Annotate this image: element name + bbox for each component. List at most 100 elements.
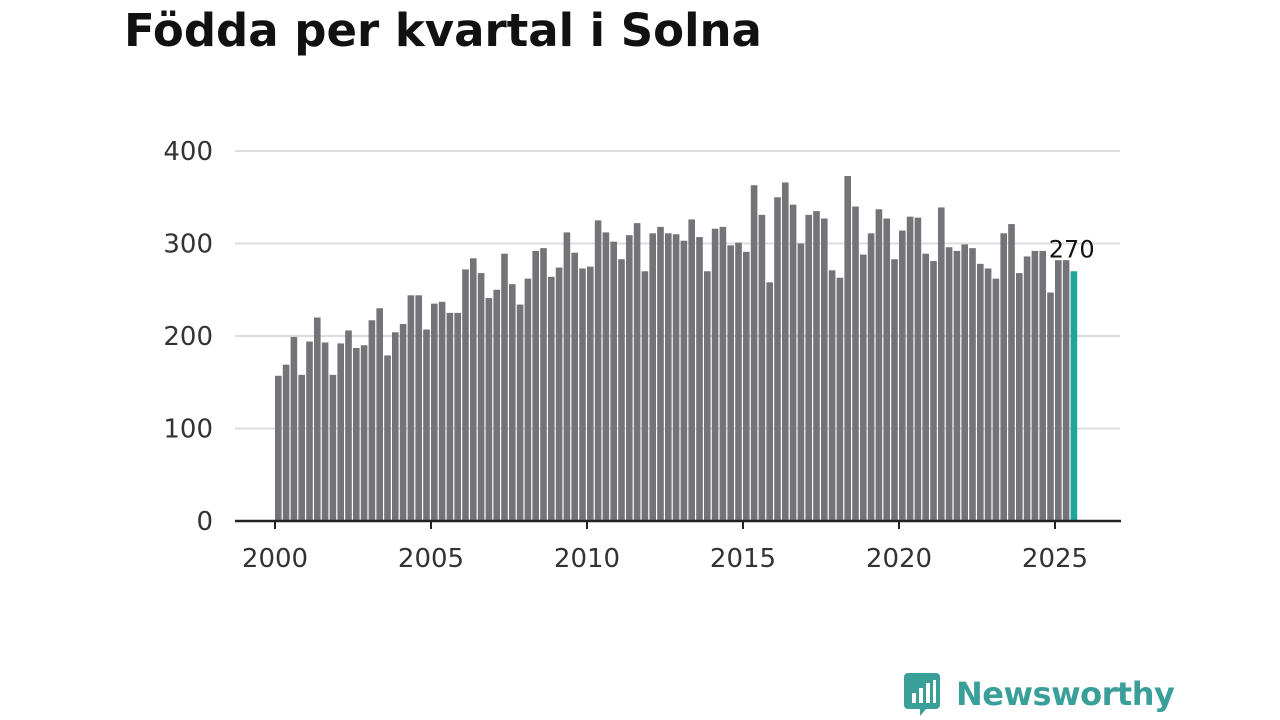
bar bbox=[477, 273, 485, 521]
bar bbox=[1000, 233, 1007, 521]
bar bbox=[532, 250, 539, 521]
bar bbox=[509, 284, 516, 521]
bar bbox=[906, 216, 914, 522]
bar bbox=[797, 243, 805, 521]
bar bbox=[844, 175, 851, 521]
bar bbox=[306, 341, 313, 521]
bar bbox=[399, 323, 407, 521]
y-tick-label: 300 bbox=[163, 230, 213, 260]
bar bbox=[470, 258, 477, 521]
x-axis-ticks: 2000 2005 2010 2015 2020 2025 bbox=[242, 521, 1088, 574]
bar bbox=[501, 253, 508, 522]
bar bbox=[774, 197, 781, 521]
last-value-label: 270 bbox=[1049, 235, 1095, 263]
bar bbox=[493, 289, 500, 521]
bar bbox=[337, 343, 344, 521]
bar bbox=[828, 270, 836, 521]
bar bbox=[1016, 273, 1023, 521]
y-tick-label: 0 bbox=[196, 507, 213, 537]
bar bbox=[782, 182, 789, 521]
x-tick-label: 2020 bbox=[866, 544, 932, 574]
y-axis-ticks: 0 100 200 300 400 bbox=[163, 137, 213, 537]
bar bbox=[852, 206, 859, 521]
newsworthy-logo-icon bbox=[904, 673, 940, 716]
bar bbox=[610, 241, 617, 521]
bar bbox=[376, 308, 383, 521]
bar bbox=[969, 248, 976, 521]
bar bbox=[743, 251, 750, 521]
newsworthy-brand: Newsworthy bbox=[902, 670, 1175, 718]
bar bbox=[321, 342, 329, 521]
bar bbox=[813, 211, 820, 521]
bar bbox=[594, 220, 602, 521]
bar bbox=[1055, 260, 1062, 521]
y-tick-label: 200 bbox=[163, 322, 213, 352]
y-tick-label: 400 bbox=[163, 137, 213, 167]
bar bbox=[540, 248, 547, 521]
bar bbox=[867, 233, 875, 521]
bar bbox=[984, 268, 992, 521]
bar bbox=[524, 278, 532, 521]
bar bbox=[727, 245, 734, 521]
x-tick-label: 2015 bbox=[710, 544, 776, 574]
bar bbox=[945, 247, 953, 521]
x-tick-label: 2025 bbox=[1022, 544, 1088, 574]
bar bbox=[883, 218, 890, 521]
bar bbox=[431, 303, 438, 521]
bar bbox=[360, 345, 368, 521]
chart-title: Födda per kvartal i Solna bbox=[124, 4, 762, 57]
bar bbox=[836, 277, 844, 521]
bar bbox=[719, 226, 727, 521]
bar bbox=[860, 254, 867, 521]
bar bbox=[875, 209, 883, 521]
x-tick-label: 2010 bbox=[554, 544, 620, 574]
bar bbox=[953, 250, 961, 521]
brand-name: Newsworthy bbox=[956, 675, 1175, 713]
bar bbox=[961, 244, 968, 522]
bar bbox=[641, 271, 649, 521]
bar bbox=[914, 217, 922, 521]
bar bbox=[548, 276, 555, 521]
bar bbox=[368, 320, 376, 521]
bar bbox=[282, 364, 290, 521]
bar bbox=[891, 259, 898, 521]
bar bbox=[899, 230, 906, 522]
bar bbox=[446, 312, 454, 521]
bar bbox=[516, 304, 524, 521]
bar bbox=[977, 263, 984, 521]
bar bbox=[704, 271, 711, 521]
bar bbox=[930, 261, 937, 521]
bar bbox=[618, 259, 625, 521]
bar bbox=[392, 332, 399, 521]
bar bbox=[649, 233, 656, 521]
bar bbox=[555, 267, 563, 521]
bar bbox=[633, 223, 641, 521]
bar bbox=[766, 282, 773, 521]
bar bbox=[485, 298, 493, 521]
bar bbox=[290, 336, 298, 521]
bar bbox=[680, 240, 688, 521]
bar bbox=[922, 253, 929, 522]
bar bbox=[1047, 292, 1054, 521]
bars bbox=[275, 175, 1078, 522]
bar bbox=[1008, 224, 1015, 521]
x-tick-label: 2000 bbox=[242, 544, 308, 574]
bar bbox=[805, 214, 812, 521]
bar bbox=[579, 268, 586, 521]
bar bbox=[626, 235, 633, 522]
bar bbox=[438, 301, 446, 521]
bar bbox=[275, 375, 282, 521]
bar bbox=[665, 233, 672, 521]
bar bbox=[735, 242, 742, 521]
bar bbox=[384, 355, 391, 521]
bar bbox=[454, 312, 461, 521]
bar bbox=[1031, 250, 1039, 521]
bar bbox=[789, 204, 797, 521]
bar bbox=[298, 374, 305, 521]
bar bbox=[345, 330, 352, 521]
bar bbox=[353, 348, 360, 521]
bar bbox=[1039, 250, 1046, 521]
bar bbox=[602, 232, 610, 521]
bar bbox=[329, 374, 337, 521]
